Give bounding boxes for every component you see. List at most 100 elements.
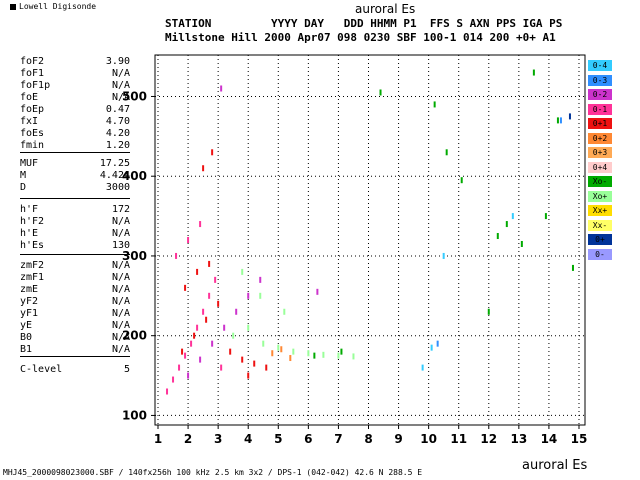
data-point — [259, 292, 262, 299]
param-name: D — [20, 182, 27, 193]
param-value: N/A — [111, 216, 130, 227]
data-point — [217, 300, 220, 307]
data-point — [196, 324, 199, 331]
param-value: 3.90 — [105, 56, 130, 67]
param-name: foE — [20, 92, 39, 103]
data-point — [196, 268, 199, 275]
data-point — [496, 233, 499, 240]
data-point — [184, 352, 187, 359]
param-name: fxI — [20, 116, 39, 127]
param-value: 1.20 — [105, 140, 130, 151]
data-point — [316, 288, 319, 295]
y-tick-label: 300 — [122, 249, 147, 263]
legend-item: 0-2 — [588, 89, 612, 100]
plot-frame — [154, 54, 586, 426]
data-point — [433, 101, 436, 108]
legend-item: 0- — [588, 248, 612, 260]
data-point — [520, 240, 523, 247]
data-point — [259, 276, 262, 283]
legend-item: 0+ — [588, 234, 612, 245]
data-point — [340, 348, 343, 355]
data-point — [187, 372, 190, 379]
data-point — [205, 316, 208, 323]
data-point — [211, 149, 214, 156]
x-tick-label: 5 — [274, 432, 282, 446]
header-line-2: Millstone Hill 2000 Apr07 098 0230 SBF 1… — [165, 31, 556, 44]
data-point — [556, 117, 559, 124]
param-value: N/A — [111, 228, 130, 239]
logo-mark-icon — [10, 3, 16, 10]
data-point — [241, 356, 244, 363]
data-point — [292, 348, 295, 355]
data-point — [568, 113, 571, 120]
param-name: h'F2 — [20, 216, 45, 227]
data-point — [421, 364, 424, 371]
param-value: 5 — [123, 364, 130, 375]
data-point — [166, 388, 169, 395]
data-point — [445, 149, 448, 156]
data-point — [289, 355, 292, 362]
param-separator — [20, 356, 130, 357]
param-value: 17.25 — [99, 158, 130, 169]
data-point — [172, 376, 175, 383]
param-name: foF1 — [20, 68, 45, 79]
param-value: N/A — [111, 284, 130, 295]
data-point — [436, 340, 439, 347]
data-point — [487, 308, 490, 315]
data-point — [208, 260, 211, 267]
param-name: zmF1 — [20, 272, 45, 283]
data-point — [241, 268, 244, 275]
param-name: M — [20, 170, 27, 181]
x-tick-label: 14 — [541, 432, 558, 446]
data-point — [199, 221, 202, 228]
param-name: zmE — [20, 284, 39, 295]
data-point — [178, 364, 181, 371]
param-value: N/A — [111, 296, 130, 307]
data-point — [280, 346, 283, 353]
data-point — [307, 350, 310, 357]
data-point — [442, 252, 445, 259]
x-tick-label: 8 — [364, 432, 372, 446]
param-value: 4.20 — [105, 128, 130, 139]
data-point — [337, 352, 340, 359]
x-tick-label: 11 — [450, 432, 467, 446]
data-point — [460, 177, 463, 184]
bottom-title: auroral Es — [522, 458, 588, 473]
data-point — [190, 340, 193, 347]
param-value: N/A — [111, 80, 130, 91]
param-name: foF2 — [20, 56, 45, 67]
data-point — [175, 252, 178, 259]
y-tick-label: 400 — [122, 169, 147, 183]
x-tick-label: 6 — [304, 432, 312, 446]
x-tick-label: 15 — [571, 432, 588, 446]
data-point — [187, 237, 190, 243]
param-name: foEp — [20, 104, 45, 115]
y-tick-label: 500 — [122, 89, 147, 103]
legend-item: Xx+ — [588, 205, 612, 216]
data-point — [184, 284, 187, 291]
param-name: B0 — [20, 332, 33, 343]
param-value: N/A — [111, 332, 130, 343]
x-tick-label: 1 — [154, 432, 162, 446]
param-name: C-level — [20, 364, 63, 375]
x-tick-label: 4 — [244, 432, 252, 446]
data-point — [247, 324, 250, 331]
data-point — [220, 85, 223, 92]
param-value: 172 — [111, 204, 130, 215]
data-point — [322, 351, 325, 358]
data-point — [283, 308, 286, 315]
data-point — [511, 213, 514, 220]
data-point — [208, 292, 211, 299]
param-name: h'E — [20, 228, 39, 239]
data-point — [193, 332, 196, 339]
data-point — [430, 344, 433, 351]
data-point — [277, 344, 280, 351]
data-point — [202, 308, 205, 315]
legend-item: Xo- — [588, 176, 612, 187]
param-name: yF1 — [20, 308, 39, 319]
param-value: N/A — [111, 320, 130, 331]
x-tick-label: 2 — [184, 432, 192, 446]
legend-item: 0+3 — [588, 147, 612, 158]
legend-item: Xo+ — [588, 190, 612, 202]
data-point — [229, 348, 232, 355]
